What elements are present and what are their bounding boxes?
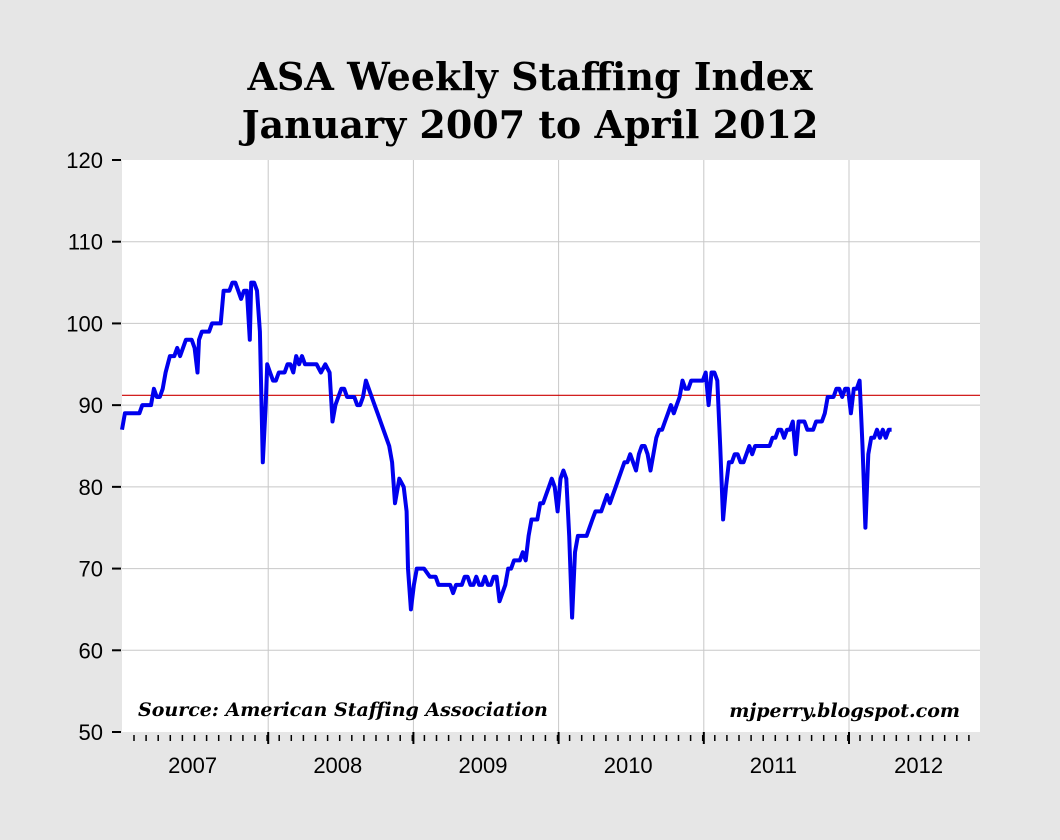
source-note: Source: American Staffing Association [138, 699, 548, 721]
x-axis: 2007 2008 2009 2010 2011 2012 [133, 732, 970, 778]
chart-title: ASA Weekly Staffing Index [247, 54, 813, 99]
x-tick-label: 2009 [459, 753, 508, 778]
chart-subtitle: January 2007 to April 2012 [241, 102, 819, 147]
y-tick-label: 120 [66, 148, 103, 173]
y-tick-label: 50 [79, 720, 103, 745]
x-tick-label: 2011 [750, 753, 797, 778]
y-tick-label: 100 [66, 311, 103, 336]
site-credit: mjperry.blogspot.com [729, 700, 960, 722]
x-tick-label: 2008 [313, 753, 362, 778]
y-tick-label: 70 [79, 557, 103, 582]
x-tick-label: 2010 [604, 753, 653, 778]
y-tick-label: 90 [79, 393, 103, 418]
y-axis: 50 60 70 80 90 100 110 120 [66, 148, 121, 745]
y-tick-label: 60 [79, 638, 103, 663]
x-tick-label: 2012 [894, 753, 943, 778]
x-tick-label: 2007 [168, 753, 217, 778]
y-tick-label: 80 [79, 475, 103, 500]
series-line [120, 280, 892, 620]
y-tick-label: 110 [68, 230, 103, 255]
plot-area [122, 160, 980, 732]
